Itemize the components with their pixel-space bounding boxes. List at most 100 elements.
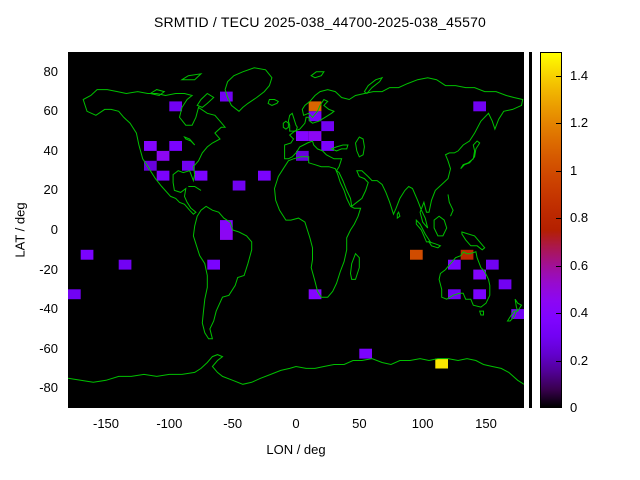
x-axis-label: LON / deg	[266, 442, 326, 457]
tec-cell	[359, 348, 372, 359]
coastline-path	[196, 92, 215, 108]
coastline-path	[363, 76, 384, 95]
world-map-svg	[68, 67, 524, 385]
plot-area	[68, 52, 524, 408]
colorbar-tick-label: 1	[570, 162, 578, 178]
colorbar-tick-mark	[556, 313, 561, 315]
tec-cell	[156, 150, 170, 161]
colorbar-tick-label: 1.4	[570, 67, 589, 83]
coastline-path	[267, 99, 280, 106]
tec-cell	[486, 259, 499, 270]
coastline-path	[396, 211, 401, 220]
tec-cell	[308, 289, 322, 300]
coastline-path	[287, 112, 298, 132]
tec-cell	[460, 249, 474, 260]
plot-title: SRMTID / TECU 2025-038_44700-2025-038_45…	[153, 14, 487, 30]
tec-cell	[258, 170, 271, 181]
x-tick-label: -50	[223, 416, 243, 431]
coastline-path	[224, 67, 273, 112]
tec-cell	[296, 131, 309, 141]
tec-cell	[80, 249, 94, 260]
coastline-path	[514, 298, 523, 313]
colorbar	[540, 52, 562, 408]
coastline-path	[433, 215, 448, 237]
tec-cell	[448, 289, 461, 300]
colorbar-tick-mark	[556, 218, 561, 220]
coastline-path	[82, 89, 227, 215]
tec-cell	[220, 91, 233, 102]
coastline-path	[282, 120, 289, 130]
tec-cell	[308, 131, 322, 141]
coastline-path	[427, 241, 442, 249]
tec-cell	[144, 160, 157, 171]
y-tick-label: 0	[50, 222, 58, 237]
coastline-path	[415, 218, 432, 243]
colorbar-tick-mark	[556, 265, 561, 267]
colorbar-tick-mark	[556, 360, 561, 362]
coastline-path	[284, 77, 524, 229]
y-tick-label: 80	[43, 63, 58, 79]
tec-cell	[473, 269, 486, 280]
tec-cell	[220, 230, 233, 240]
colorbar-tick-label: 0.4	[570, 305, 589, 321]
coastline-path	[438, 251, 491, 308]
tec-cell	[144, 141, 157, 151]
tec-cell	[207, 259, 220, 270]
tec-cell	[194, 170, 208, 181]
coastline-path	[310, 71, 325, 79]
coastline-path	[330, 144, 349, 152]
x-tick-label: 100	[411, 416, 434, 431]
y-tick-label: -40	[39, 301, 58, 317]
colorbar-tick-label: 0.8	[570, 210, 589, 226]
tec-cell	[156, 170, 170, 181]
tec-cell	[182, 160, 195, 171]
coastline-path	[349, 252, 360, 280]
colorbar-tick-label: 0.2	[570, 352, 589, 368]
coastline-path	[273, 156, 362, 298]
tec-cell	[498, 279, 512, 290]
tec-cell	[169, 101, 182, 112]
x-tick-label: -100	[156, 416, 183, 431]
colorbar-tick-mark	[556, 75, 561, 77]
coastline-path	[461, 231, 486, 251]
colorbar-tick-label: 1.2	[570, 115, 589, 131]
colorbar-tick-mark	[556, 170, 561, 172]
tec-cell	[68, 289, 81, 300]
coastline-path	[447, 194, 454, 217]
tec-cell	[296, 150, 309, 161]
tec-cell	[321, 141, 334, 151]
tec-cell	[220, 220, 233, 230]
plot-right-border-stripe	[529, 52, 532, 408]
coastline-path	[180, 73, 203, 81]
x-tick-label: -150	[92, 416, 120, 431]
colorbar-tick-mark	[556, 123, 561, 125]
tec-cell	[448, 259, 461, 270]
tec-cell	[232, 180, 246, 191]
colorbar-tick-label: 0	[570, 400, 578, 415]
coastline-path	[506, 310, 518, 322]
y-tick-label: -60	[39, 340, 58, 356]
tec-cell	[308, 101, 322, 112]
coastline-path	[68, 354, 524, 385]
y-tick-label: -80	[39, 380, 58, 396]
coastline-path	[192, 205, 253, 340]
x-tick-label: 0	[292, 416, 300, 431]
colorbar-tick-mark	[556, 407, 561, 408]
y-tick-label: 40	[43, 142, 58, 158]
coastline-path	[479, 310, 484, 316]
tec-cell	[308, 111, 322, 122]
y-tick-label: 60	[43, 103, 58, 119]
tec-cell	[410, 249, 423, 260]
x-tick-label: 50	[352, 416, 367, 431]
coastline-path	[460, 140, 481, 170]
tec-cell	[511, 309, 524, 319]
tec-cell	[321, 121, 334, 132]
colorbar-tick-label: 0.6	[570, 257, 589, 273]
tec-cell	[473, 289, 486, 300]
coastline-path	[354, 136, 365, 158]
tec-cell	[435, 358, 448, 369]
coastline-path	[148, 89, 166, 97]
y-tick-label: -20	[39, 261, 58, 277]
tec-cell	[473, 101, 486, 112]
